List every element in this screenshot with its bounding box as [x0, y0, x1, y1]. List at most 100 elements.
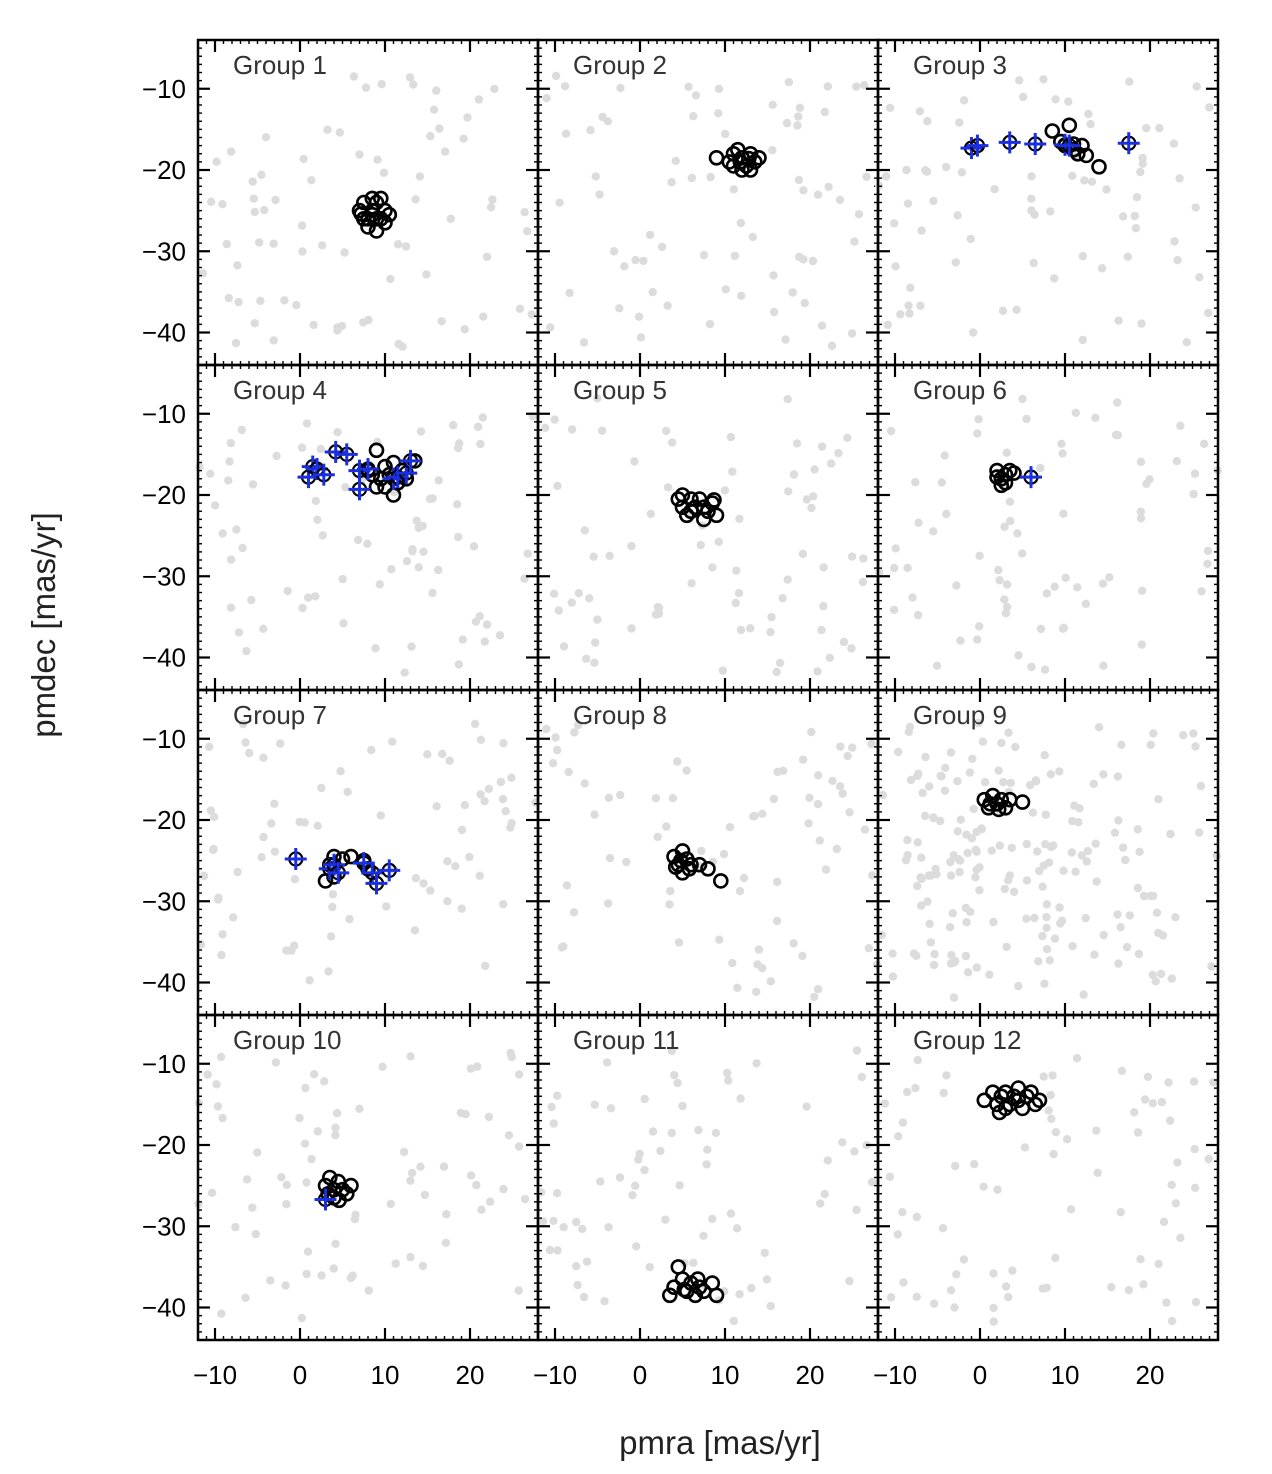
field-star-point	[260, 205, 269, 215]
field-star-point	[946, 871, 956, 880]
special-member-point	[312, 463, 335, 486]
member-point	[997, 1100, 1014, 1117]
field-star-point	[961, 951, 971, 961]
field-star-point	[674, 938, 684, 947]
field-star-point	[348, 1271, 357, 1280]
field-star-point	[609, 247, 619, 256]
field-star-point	[371, 644, 380, 653]
field-star-point	[343, 787, 352, 797]
field-star-point	[224, 476, 233, 485]
field-star-point	[1030, 913, 1039, 923]
field-star-point	[1190, 1144, 1199, 1154]
y-tick-label: −40	[142, 318, 186, 348]
field-star-point	[1046, 770, 1056, 779]
field-star-point	[596, 1177, 605, 1186]
field-star-point	[1191, 203, 1200, 212]
x-tick-label: 0	[293, 1360, 307, 1390]
field-star-point	[1169, 139, 1179, 148]
field-star-point	[590, 658, 599, 667]
field-star-point	[903, 199, 913, 208]
field-star-point	[699, 1231, 708, 1241]
field-star-point	[1118, 843, 1128, 852]
field-star-point	[889, 605, 899, 615]
panel-frame	[536, 363, 880, 692]
field-star-point	[287, 946, 296, 955]
field-star-point	[586, 126, 595, 135]
field-star-point	[591, 172, 600, 181]
field-star-point	[1014, 981, 1023, 991]
field-star-point	[428, 494, 437, 503]
field-star-point	[209, 812, 219, 822]
field-star-point	[345, 914, 354, 924]
field-star-point	[817, 442, 827, 451]
field-star-point	[684, 82, 693, 92]
member-point	[1010, 1080, 1027, 1096]
field-star-point	[1099, 770, 1108, 779]
field-star-point	[1091, 839, 1100, 848]
field-star-point	[499, 1184, 508, 1194]
field-star-point	[1092, 1126, 1101, 1135]
field-star-point	[231, 1222, 240, 1232]
field-star-point	[1022, 839, 1031, 849]
field-star-point	[590, 810, 599, 819]
panel-title: Group 4	[233, 375, 327, 405]
special-member-point	[335, 443, 358, 466]
field-star-point	[950, 1303, 959, 1312]
field-star-point	[838, 1138, 847, 1147]
field-star-point	[911, 478, 920, 487]
field-star-point	[463, 113, 472, 122]
field-star-point	[847, 552, 857, 561]
field-star-point	[1199, 439, 1209, 448]
field-star-point	[881, 172, 891, 181]
field-star-point	[1008, 1266, 1017, 1275]
field-star-point	[893, 1230, 902, 1239]
field-star-point	[1142, 479, 1151, 488]
field-star-point	[1190, 469, 1200, 478]
field-star-point	[469, 542, 479, 551]
field-star-point	[620, 262, 629, 271]
field-star-point	[911, 1083, 920, 1093]
panel-ticks	[877, 39, 1219, 366]
field-star-point	[582, 1257, 592, 1266]
field-star-point	[953, 211, 962, 220]
special-member-point	[314, 1188, 337, 1211]
field-star-point	[993, 1185, 1002, 1194]
field-star-point	[420, 1190, 430, 1200]
field-star-point	[648, 1127, 658, 1136]
x-tick-label: 10	[1051, 1360, 1080, 1390]
field-star-point	[687, 579, 696, 588]
field-star-point	[1093, 1168, 1102, 1178]
field-star-point	[573, 720, 583, 730]
field-star-point	[440, 147, 450, 156]
field-star-point	[782, 118, 792, 128]
field-star-point	[1190, 1183, 1200, 1193]
field-star-point	[1149, 891, 1158, 901]
field-star-point	[675, 1181, 684, 1190]
field-star-point	[443, 897, 452, 906]
field-star-point	[458, 635, 467, 644]
field-star-point	[432, 86, 441, 95]
field-star-point	[723, 1068, 732, 1078]
field-star-point	[1073, 583, 1082, 592]
field-star-point	[549, 1216, 558, 1226]
field-star-point	[269, 239, 278, 248]
field-star-point	[670, 1070, 679, 1080]
field-star-point	[905, 309, 914, 318]
field-star-point	[1195, 273, 1204, 282]
field-star-point	[547, 1102, 556, 1112]
field-star-point	[1102, 185, 1111, 194]
field-star-point	[415, 172, 425, 181]
field-star-point	[234, 628, 244, 637]
field-star-point	[766, 977, 775, 986]
field-star-point	[894, 747, 903, 757]
field-star-point	[682, 766, 691, 775]
field-star-point	[1042, 900, 1052, 909]
field-star-point	[406, 1052, 415, 1061]
field-star-point	[253, 1148, 262, 1157]
field-star-point	[1036, 624, 1046, 634]
field-star-point	[1134, 949, 1144, 959]
field-star-point	[541, 423, 550, 432]
field-star-point	[1167, 1316, 1177, 1326]
field-star-point	[495, 631, 505, 640]
